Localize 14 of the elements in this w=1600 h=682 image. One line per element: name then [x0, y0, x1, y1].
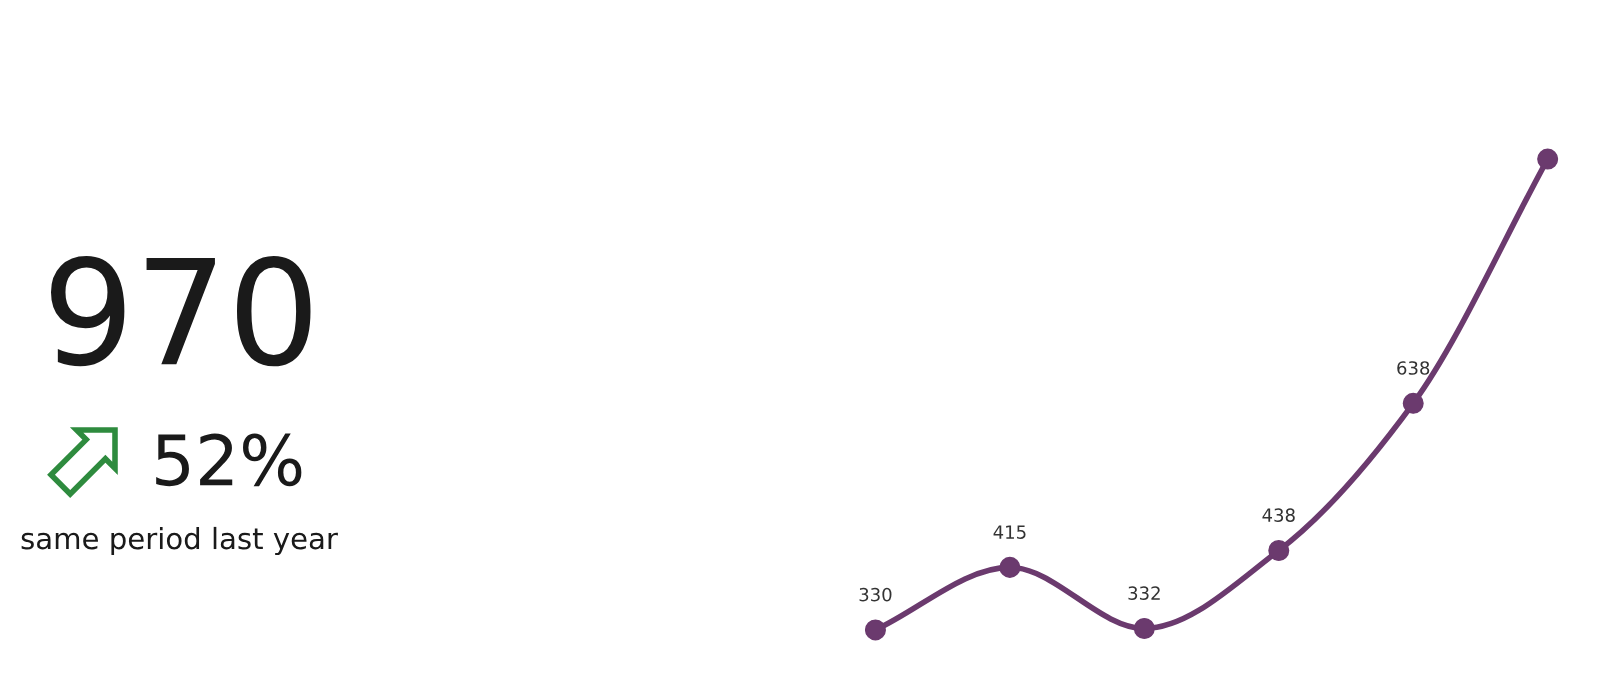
point — [1133, 617, 1155, 639]
point — [864, 619, 886, 641]
point — [1537, 148, 1559, 170]
point — [999, 556, 1021, 578]
text: 970 — [51, 256, 311, 367]
text: 52% — [156, 433, 302, 487]
data-label: 332 — [1128, 586, 1160, 600]
data-label: 330 — [859, 587, 892, 602]
point — [1268, 539, 1290, 561]
data-label: 438 — [1262, 508, 1295, 522]
text: same period last year — [21, 526, 338, 556]
data-label: 415 — [993, 525, 1026, 539]
data-label: 638 — [1397, 361, 1430, 375]
point — [1402, 392, 1424, 414]
